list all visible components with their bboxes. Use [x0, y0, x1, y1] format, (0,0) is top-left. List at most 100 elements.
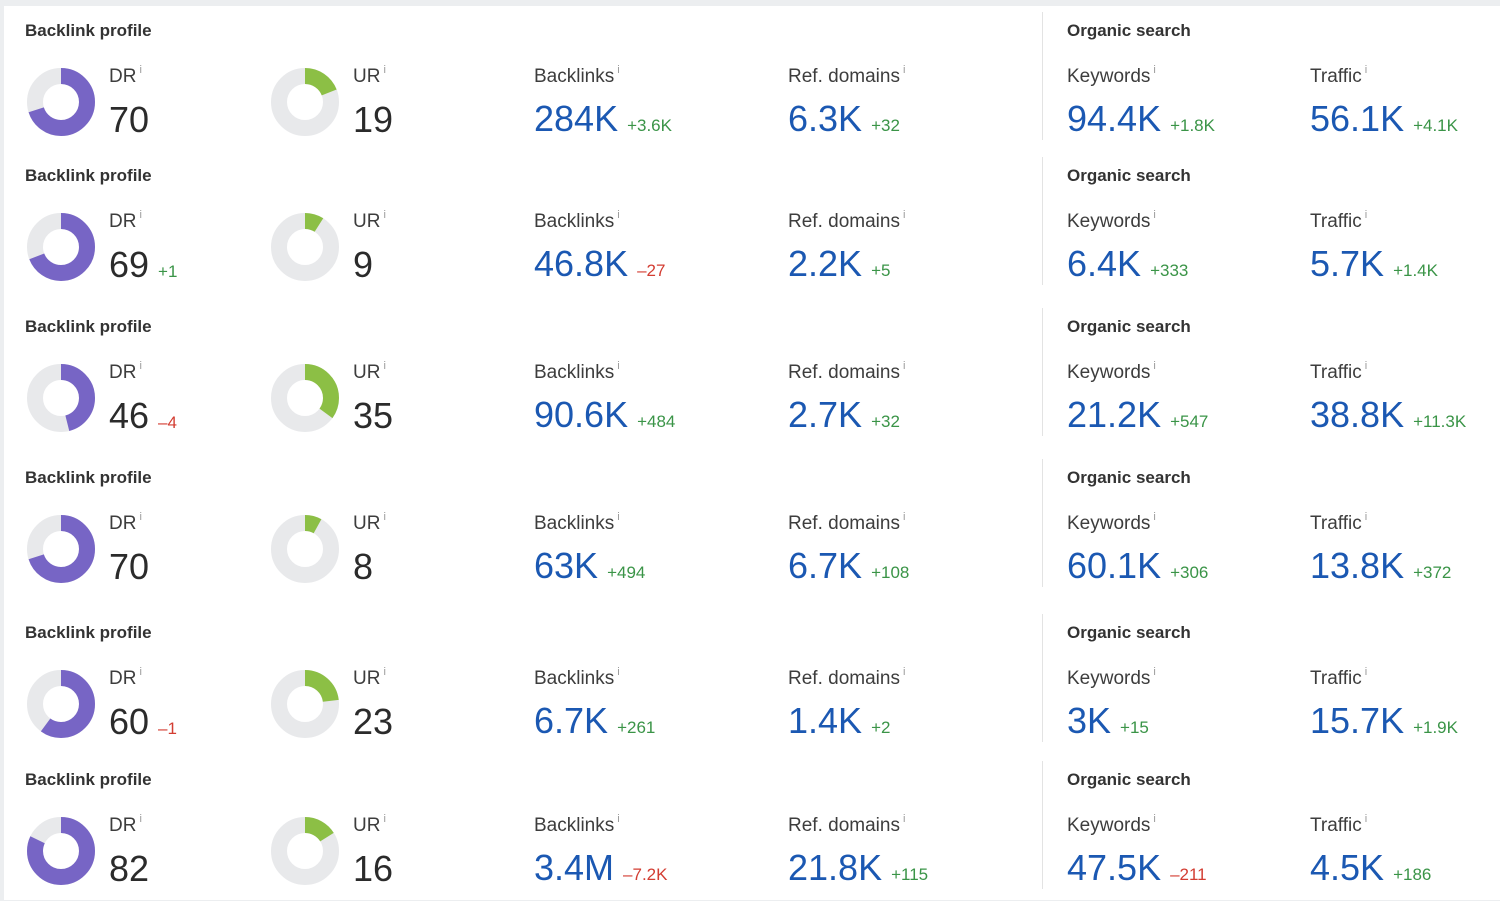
info-icon[interactable]: i: [902, 813, 906, 825]
backlinks-label-text: Backlinks: [534, 66, 615, 87]
info-icon[interactable]: i: [383, 360, 386, 372]
backlinks-value[interactable]: 90.6K +484: [534, 394, 675, 436]
traffic-value[interactable]: 4.5K +186: [1310, 847, 1431, 889]
backlinks-value[interactable]: 46.8K –27: [534, 243, 665, 285]
info-icon[interactable]: i: [139, 64, 142, 76]
section-divider: [1042, 614, 1043, 742]
traffic-label: Traffic i: [1310, 813, 1368, 837]
backlinks-label: Backlinks i: [534, 360, 620, 384]
info-icon[interactable]: i: [617, 64, 620, 76]
info-icon[interactable]: i: [617, 511, 620, 523]
info-icon[interactable]: i: [1153, 64, 1156, 76]
traffic-label-text: Traffic: [1310, 513, 1362, 534]
keywords-value[interactable]: 3K +15: [1067, 700, 1149, 742]
delta-badge: +4.1K: [1413, 116, 1458, 135]
backlinks-value[interactable]: 63K +494: [534, 545, 645, 587]
info-icon[interactable]: i: [1153, 666, 1156, 678]
info-icon[interactable]: i: [139, 666, 142, 678]
info-icon[interactable]: i: [139, 209, 142, 221]
keywords-value[interactable]: 21.2K +547: [1067, 394, 1208, 436]
ur-value: 9: [353, 244, 373, 286]
ur-number: 16: [353, 848, 394, 889]
info-icon[interactable]: i: [1364, 64, 1368, 76]
keywords-number: 47.5K: [1067, 847, 1162, 888]
info-icon[interactable]: i: [1364, 511, 1368, 523]
traffic-value[interactable]: 38.8K +11.3K: [1310, 394, 1466, 436]
ur-donut-chart: [271, 68, 339, 136]
info-icon[interactable]: i: [617, 360, 620, 372]
organic-search-title: Organic search: [1067, 468, 1191, 487]
ref-domains-value[interactable]: 21.8K +115: [788, 847, 928, 889]
backlinks-value[interactable]: 3.4M –7.2K: [534, 847, 667, 889]
traffic-label-text: Traffic: [1310, 668, 1362, 689]
info-icon[interactable]: i: [1153, 360, 1156, 372]
delta-badge: –4: [158, 413, 177, 432]
dr-donut-chart: [27, 670, 95, 738]
info-icon[interactable]: i: [139, 813, 142, 825]
traffic-value[interactable]: 5.7K +1.4K: [1310, 243, 1438, 285]
ref-domains-value[interactable]: 2.2K +5: [788, 243, 890, 285]
keywords-value[interactable]: 60.1K +306: [1067, 545, 1208, 587]
info-icon[interactable]: i: [383, 666, 386, 678]
traffic-value[interactable]: 13.8K +372: [1310, 545, 1451, 587]
dr-number: 60: [109, 701, 150, 742]
ur-label: UR i: [353, 209, 386, 233]
keywords-label: Keywords i: [1067, 360, 1156, 384]
info-icon[interactable]: i: [902, 209, 906, 221]
info-icon[interactable]: i: [617, 209, 620, 221]
info-icon[interactable]: i: [1364, 813, 1368, 825]
ur-donut-chart: [271, 670, 339, 738]
metrics-row: Backlink profile DR i 46 –4 UR i 35 Backlinks i 90…: [4, 308, 1500, 448]
info-icon[interactable]: i: [1364, 666, 1368, 678]
traffic-value[interactable]: 15.7K +1.9K: [1310, 700, 1458, 742]
donut-value-arc: [27, 670, 95, 738]
keywords-label: Keywords i: [1067, 64, 1156, 88]
info-icon[interactable]: i: [617, 666, 620, 678]
info-icon[interactable]: i: [383, 813, 386, 825]
dr-donut-chart: [27, 213, 95, 281]
info-icon[interactable]: i: [902, 511, 906, 523]
keywords-value[interactable]: 47.5K –211: [1067, 847, 1207, 889]
keywords-label-text: Keywords: [1067, 815, 1151, 836]
ref-domains-label: Ref. domains i: [788, 813, 906, 837]
info-icon[interactable]: i: [617, 813, 620, 825]
info-icon[interactable]: i: [1364, 209, 1368, 221]
info-icon[interactable]: i: [383, 64, 386, 76]
ref-domains-label-text: Ref. domains: [788, 362, 900, 383]
traffic-value[interactable]: 56.1K +4.1K: [1310, 98, 1458, 140]
ur-label-text: UR: [353, 668, 381, 689]
backlinks-value[interactable]: 6.7K +261: [534, 700, 655, 742]
ur-number: 8: [353, 546, 374, 587]
section-divider: [1042, 12, 1043, 140]
ur-label: UR i: [353, 64, 386, 88]
info-icon[interactable]: i: [902, 64, 906, 76]
info-icon[interactable]: i: [1153, 813, 1156, 825]
info-icon[interactable]: i: [902, 666, 906, 678]
keywords-value[interactable]: 6.4K +333: [1067, 243, 1188, 285]
donut-value-arc: [27, 213, 95, 281]
ref-domains-value[interactable]: 6.3K +32: [788, 98, 900, 140]
info-icon[interactable]: i: [383, 209, 386, 221]
info-icon[interactable]: i: [139, 511, 142, 523]
keywords-label: Keywords i: [1067, 813, 1156, 837]
traffic-label: Traffic i: [1310, 209, 1368, 233]
delta-badge: +333: [1150, 261, 1189, 280]
info-icon[interactable]: i: [902, 360, 906, 372]
keywords-number: 60.1K: [1067, 545, 1162, 586]
ref-domains-value[interactable]: 6.7K +108: [788, 545, 909, 587]
info-icon[interactable]: i: [383, 511, 386, 523]
info-icon[interactable]: i: [1153, 511, 1156, 523]
delta-badge: +2: [871, 718, 891, 737]
ref-domains-value[interactable]: 2.7K +32: [788, 394, 900, 436]
backlinks-value[interactable]: 284K +3.6K: [534, 98, 672, 140]
section-divider: [1042, 308, 1043, 436]
ref-domains-value[interactable]: 1.4K +2: [788, 700, 890, 742]
info-icon[interactable]: i: [1364, 360, 1368, 372]
keywords-value[interactable]: 94.4K +1.8K: [1067, 98, 1215, 140]
delta-badge: +1.8K: [1170, 116, 1215, 135]
keywords-label-text: Keywords: [1067, 66, 1151, 87]
info-icon[interactable]: i: [1153, 209, 1156, 221]
info-icon[interactable]: i: [139, 360, 142, 372]
traffic-label: Traffic i: [1310, 360, 1368, 384]
delta-badge: –1: [158, 719, 177, 738]
